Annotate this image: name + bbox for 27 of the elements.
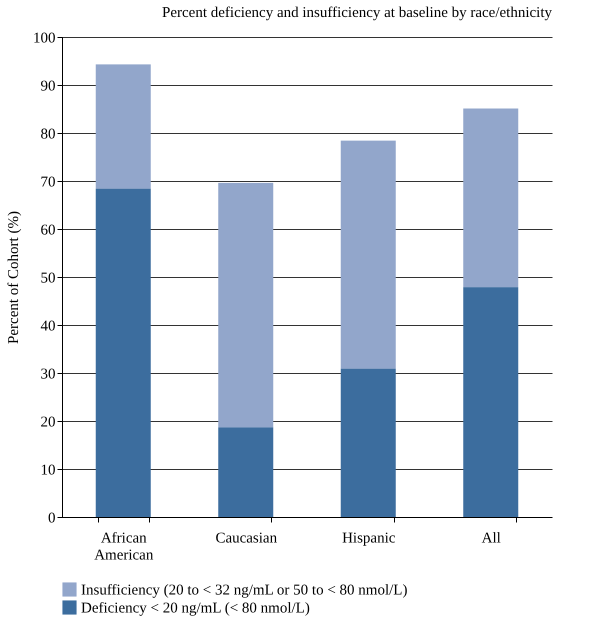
y-tick-label: 40 [40,318,56,334]
y-tick-label: 50 [40,270,56,286]
y-tick-label: 80 [40,126,56,142]
bar [218,427,274,517]
y-axis-title: Percent of Cohort (%) [6,211,22,344]
x-tick-label: Caucasian [215,530,278,546]
bar [463,108,518,288]
bar [340,140,396,369]
y-tick-label: 10 [40,462,56,478]
bar [340,368,396,517]
y-tick-label: 60 [40,222,56,238]
legend-label: Deficiency < 20 ng/mL (< 80 nmol/L) [81,600,310,616]
y-tick-label: 90 [40,78,56,94]
bar [96,64,151,189]
legend-label: Insufficiency (20 to < 32 ng/mL or 50 to < 80 nmol/L) [81,582,408,598]
y-tick-label: 70 [40,174,56,190]
y-tick-label: 30 [40,366,56,382]
x-tick-label: African American [94,530,154,564]
x-tick-label: All [482,530,501,546]
x-tick-label: Hispanic [342,530,396,546]
bar [218,182,274,428]
bar [463,287,518,517]
y-tick-label: 0 [48,510,56,526]
y-tick-label: 100 [33,30,56,46]
bar [96,188,151,517]
y-tick-label: 20 [40,414,56,430]
chart-title: Percent deficiency and insufficiency at baseline by race/ethnicity [162,5,552,21]
